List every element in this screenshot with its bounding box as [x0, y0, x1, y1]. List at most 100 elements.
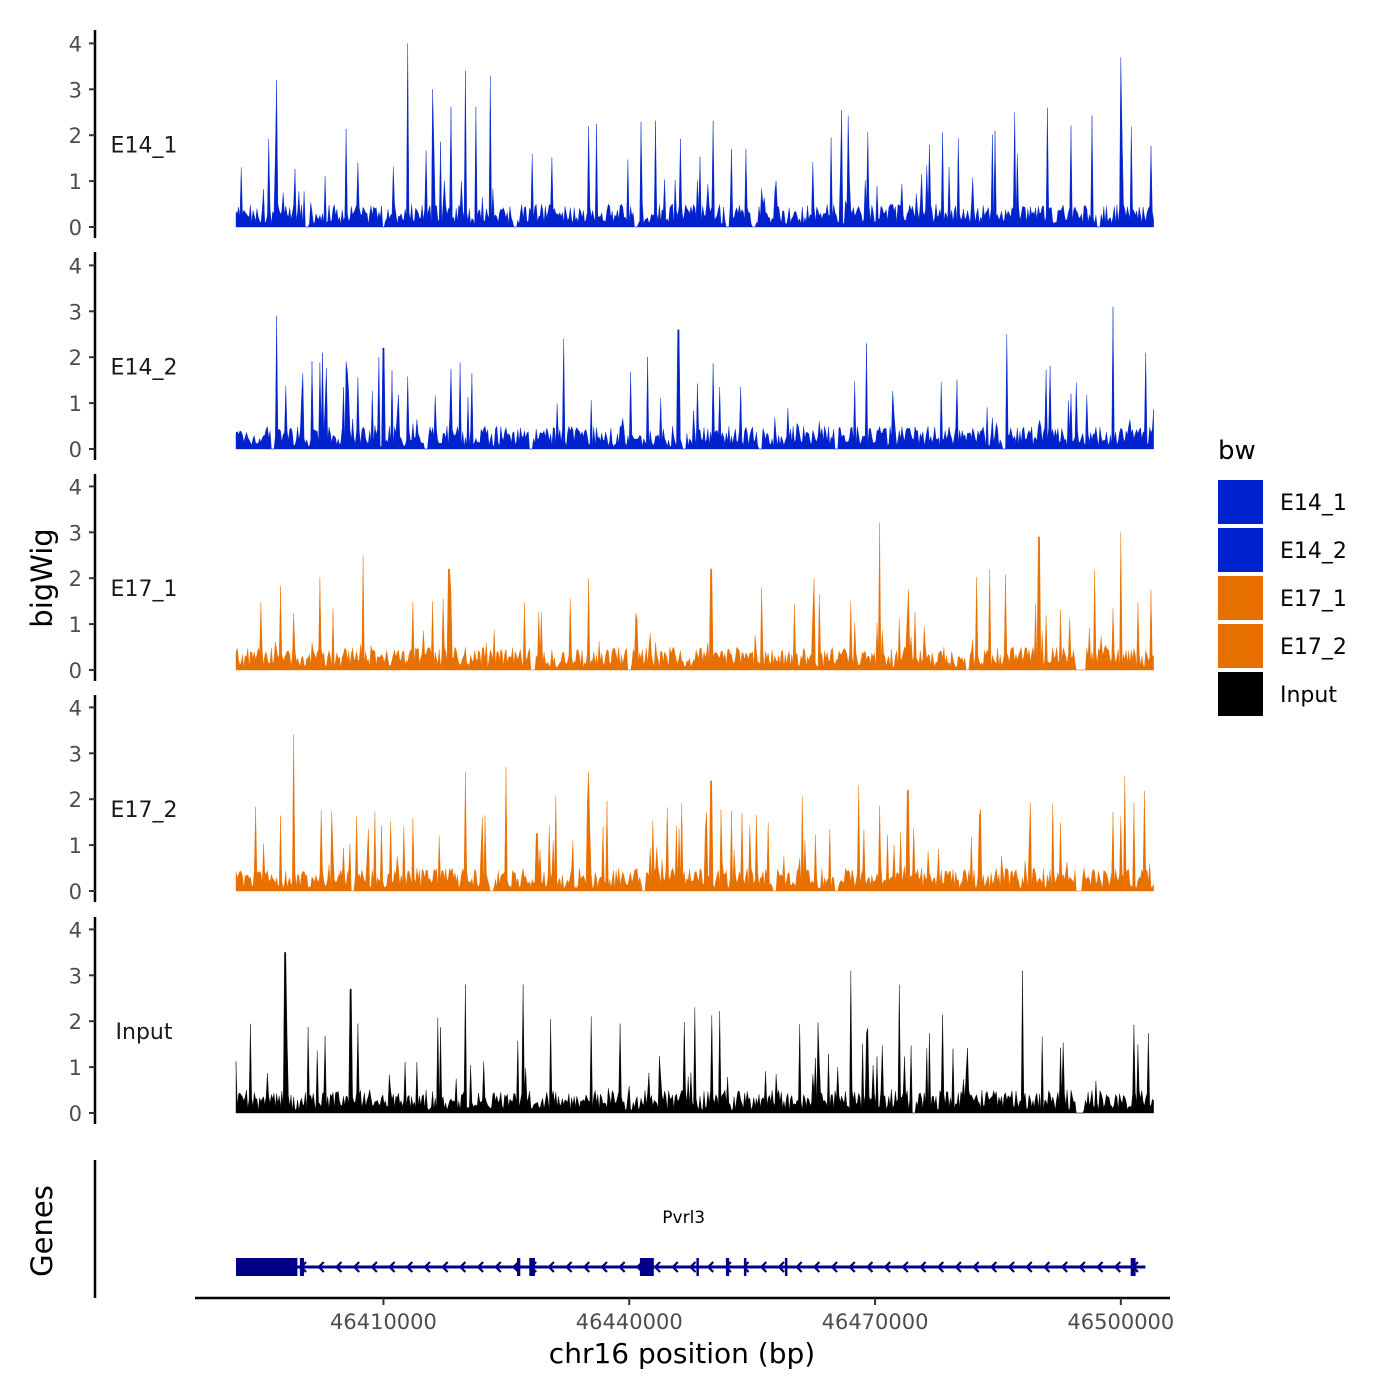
- legend: bw E14_1 E14_2 E17_1 E17_2 Input: [1218, 436, 1347, 716]
- x-axis-title: chr16 position (bp): [549, 1337, 815, 1370]
- strand-arrow: [405, 1261, 414, 1273]
- strand-arrow: [370, 1261, 378, 1273]
- strand-arrow: [865, 1261, 874, 1273]
- y-tick-label: 2: [69, 346, 82, 370]
- strand-arrow: [547, 1261, 555, 1273]
- legend-entry: Input: [1218, 672, 1337, 716]
- gene-exon: [639, 1258, 654, 1276]
- y-tick-label: 3: [69, 521, 82, 545]
- y-tick-label: 3: [69, 300, 82, 324]
- strand-arrow: [317, 1261, 325, 1273]
- facet-label: E14_1: [111, 134, 178, 159]
- facet-label: Input: [116, 1020, 173, 1045]
- y-tick-label: 1: [69, 613, 82, 637]
- x-axis: 46410000 46440000 46470000 46500000: [195, 1296, 1174, 1334]
- legend-entry: E17_2: [1218, 624, 1347, 668]
- strand-arrow: [1060, 1261, 1068, 1273]
- legend-title: bw: [1218, 436, 1256, 466]
- strand-arrow: [334, 1261, 343, 1273]
- y-tick-label: 1: [69, 1056, 82, 1080]
- legend-swatch: [1218, 576, 1263, 620]
- strand-arrow: [565, 1261, 573, 1273]
- y-tick-label: 1: [69, 392, 82, 416]
- strand-arrow: [582, 1261, 591, 1273]
- legend-label: E14_2: [1280, 539, 1347, 564]
- x-tick-label: 46500000: [1067, 1310, 1174, 1334]
- gene-exon: [299, 1258, 304, 1276]
- gene-exon: [529, 1258, 535, 1276]
- y-tick-label: 2: [69, 1010, 82, 1034]
- panel-e17-2: 0 1 2 3 4 E17_2: [69, 695, 1154, 904]
- strand-arrow: [671, 1261, 679, 1273]
- strand-arrow: [989, 1261, 998, 1273]
- strand-arrow: [1007, 1261, 1015, 1273]
- gene-exon: [236, 1258, 298, 1276]
- gene-exon: [784, 1258, 788, 1276]
- y-tick-label: 2: [69, 567, 82, 591]
- strand-arrow: [388, 1261, 396, 1273]
- y-tick-label: 2: [69, 124, 82, 148]
- x-tick-label: 46440000: [576, 1310, 683, 1334]
- strand-arrow: [883, 1261, 891, 1273]
- y-tick-label: 4: [69, 696, 82, 720]
- y-tick-label: 4: [69, 32, 82, 56]
- y-tick-label: 0: [69, 216, 82, 240]
- strand-arrow: [742, 1261, 750, 1273]
- facet-label: E17_1: [111, 577, 178, 602]
- x-tick-label: 46410000: [330, 1310, 437, 1334]
- legend-swatch: [1218, 480, 1263, 524]
- gene-name-label: Pvrl3: [662, 1208, 705, 1228]
- strand-arrow: [777, 1261, 785, 1273]
- strand-arrow: [972, 1261, 980, 1273]
- strand-arrow: [494, 1261, 502, 1273]
- strand-arrow: [458, 1261, 467, 1273]
- legend-swatch: [1218, 528, 1263, 572]
- strand-arrow: [706, 1261, 714, 1273]
- y-tick-label: 0: [69, 1102, 82, 1126]
- signal-tracks: 0 1 2 3 4 E14_1 0 1 2 3 4 E14_2 0 1 2 3 4 E17_1 0 1 2 3 4 E17_2…: [69, 30, 1154, 1126]
- y-tick-label: 3: [69, 742, 82, 766]
- strand-arrow: [848, 1261, 856, 1273]
- panel-e14-2: 0 1 2 3 4 E14_2: [69, 252, 1154, 462]
- strand-arrow: [618, 1261, 626, 1273]
- y-tick-label: 1: [69, 834, 82, 858]
- strand-arrow: [936, 1261, 945, 1273]
- legend-label: E17_2: [1280, 635, 1347, 660]
- x-tick-label: 46470000: [822, 1310, 929, 1334]
- strand-arrow: [919, 1261, 927, 1273]
- signal-area-e14-1: [235, 43, 1154, 228]
- panel-e14-1: 0 1 2 3 4 E14_1: [69, 30, 1154, 240]
- strand-arrow: [759, 1261, 768, 1273]
- strand-arrow: [352, 1261, 360, 1273]
- legend-swatch: [1218, 672, 1263, 716]
- strand-arrow: [812, 1261, 821, 1273]
- y-tick-label: 4: [69, 918, 82, 942]
- gene-exon: [517, 1258, 521, 1276]
- y-tick-label: 0: [69, 659, 82, 683]
- strand-arrow: [511, 1261, 520, 1273]
- strand-arrow: [423, 1261, 431, 1273]
- strand-arrow: [600, 1261, 608, 1273]
- strand-arrow: [1078, 1261, 1086, 1273]
- y-tick-label: 3: [69, 78, 82, 102]
- y-tick-label: 0: [69, 880, 82, 904]
- gene-exon: [743, 1258, 747, 1276]
- strand-arrow: [830, 1261, 838, 1273]
- panel-e17-1: 0 1 2 3 4 E17_1: [69, 474, 1154, 683]
- gene-exon: [696, 1258, 699, 1276]
- genes-axis-title: Genes: [25, 1185, 59, 1277]
- facet-label: E17_2: [111, 798, 178, 823]
- strand-arrow: [688, 1261, 697, 1273]
- strand-arrow: [1096, 1261, 1104, 1273]
- genes-track: Pvrl3: [93, 1160, 1146, 1298]
- legend-entry: E17_1: [1218, 576, 1347, 620]
- y-tick-label: 4: [69, 475, 82, 499]
- legend-swatch: [1218, 624, 1263, 668]
- legend-entry: E14_1: [1218, 480, 1347, 524]
- strand-arrow: [1025, 1261, 1033, 1273]
- signal-area-e17-1: [235, 523, 1154, 671]
- signal-area-input: [235, 952, 1154, 1114]
- gene-exon: [1130, 1258, 1136, 1276]
- strand-arrow: [441, 1261, 449, 1273]
